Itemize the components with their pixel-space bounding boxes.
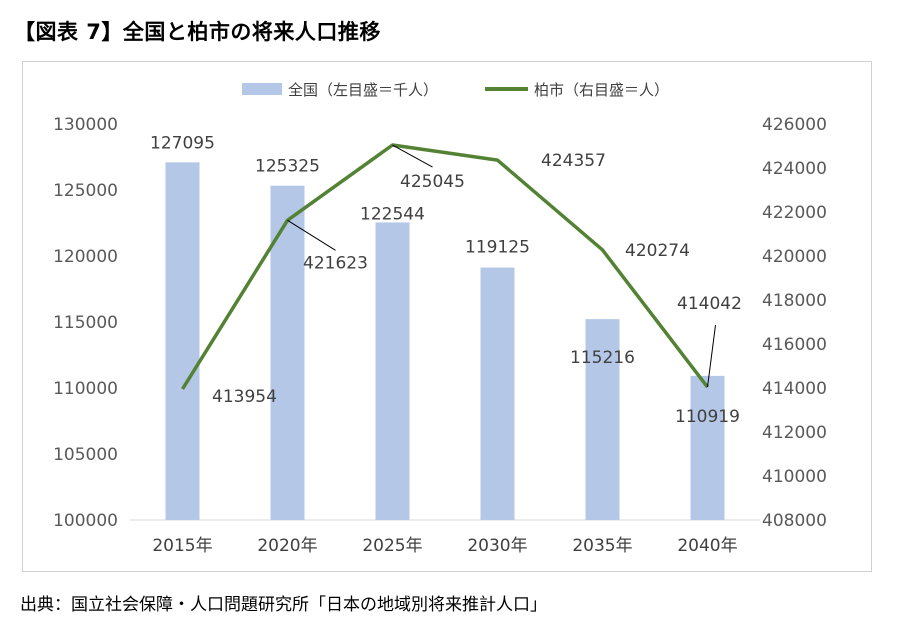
national-bars bbox=[165, 162, 725, 521]
national-data-label: 115216 bbox=[570, 348, 635, 368]
national-bar bbox=[270, 185, 305, 520]
x-axis: 2015年 2020年 2025年 2030年 2035年 2040年 bbox=[130, 519, 760, 556]
kashiwa-leader-line bbox=[707, 325, 716, 388]
left-axis-tick-label: 125000 bbox=[53, 181, 118, 201]
kashiwa-data-label: 414042 bbox=[677, 294, 742, 314]
legend-label-national: 全国（左目盛＝千人） bbox=[288, 81, 438, 99]
right-axis-tick-label: 416000 bbox=[762, 335, 827, 355]
x-axis-tick-label: 2025年 bbox=[362, 536, 422, 556]
x-axis-tick-label: 2020年 bbox=[257, 536, 317, 556]
x-axis-tick-label: 2040年 bbox=[677, 536, 737, 556]
kashiwa-data-label: 425045 bbox=[400, 172, 465, 192]
figure-title: 【図表 7】全国と柏市の将来人口推移 bbox=[14, 20, 381, 44]
national-data-label: 127095 bbox=[150, 133, 215, 153]
right-axis-tick-label: 418000 bbox=[762, 291, 827, 311]
legend: 全国（左目盛＝千人） 柏市（右目盛＝人） bbox=[242, 81, 669, 99]
left-axis-tick-label: 130000 bbox=[53, 115, 118, 135]
left-axis-tick-label: 115000 bbox=[53, 313, 118, 333]
left-axis-tick-label: 110000 bbox=[53, 379, 118, 399]
right-axis: 408000 410000 412000 414000 416000 418000 4200… bbox=[762, 115, 827, 531]
left-axis-tick-label: 100000 bbox=[53, 511, 118, 531]
data-labels: 127095 125325 122544 119125 115216 110919 4139… bbox=[150, 133, 742, 427]
left-axis-tick-label: 105000 bbox=[53, 445, 118, 465]
right-axis-tick-label: 420000 bbox=[762, 247, 827, 267]
national-data-label: 119125 bbox=[465, 238, 530, 258]
national-bar bbox=[585, 319, 620, 520]
kashiwa-data-label: 420274 bbox=[625, 241, 690, 261]
kashiwa-data-label: 421623 bbox=[303, 253, 368, 273]
x-axis-tick-label: 2015年 bbox=[152, 536, 212, 556]
right-axis-tick-label: 414000 bbox=[762, 379, 827, 399]
national-data-label: 125325 bbox=[255, 157, 320, 177]
right-axis-tick-label: 412000 bbox=[762, 423, 827, 443]
national-data-label: 110919 bbox=[675, 407, 740, 427]
national-bar bbox=[375, 222, 410, 521]
national-data-label: 122544 bbox=[360, 204, 425, 224]
kashiwa-line bbox=[181, 143, 709, 390]
source-note: 出典：国立社会保障・人口問題研究所「日本の地域別将来推計人口」 bbox=[20, 595, 547, 615]
kashiwa-data-label: 424357 bbox=[541, 151, 606, 171]
national-bar bbox=[480, 267, 515, 520]
right-axis-tick-label: 424000 bbox=[762, 159, 827, 179]
right-axis-tick-label: 426000 bbox=[762, 115, 827, 135]
right-axis-tick-label: 410000 bbox=[762, 467, 827, 487]
kashiwa-leader-line bbox=[287, 219, 336, 251]
left-axis: 100000 105000 110000 115000 120000 125000 1300… bbox=[53, 115, 118, 531]
chart-area bbox=[22, 61, 872, 572]
kashiwa-leader-line bbox=[392, 144, 433, 168]
legend-label-kashiwa: 柏市（右目盛＝人） bbox=[534, 81, 669, 99]
left-axis-tick-label: 120000 bbox=[53, 247, 118, 267]
legend-swatch-national bbox=[242, 83, 282, 95]
kashiwa-data-label: 413954 bbox=[212, 387, 277, 407]
national-bar bbox=[165, 162, 200, 520]
x-axis-tick-label: 2035年 bbox=[572, 536, 632, 556]
kashiwa-series-line bbox=[181, 143, 709, 390]
right-axis-tick-label: 422000 bbox=[762, 203, 827, 223]
x-axis-tick-label: 2030年 bbox=[467, 536, 527, 556]
national-bar bbox=[690, 375, 725, 520]
right-axis-tick-label: 408000 bbox=[762, 511, 827, 531]
